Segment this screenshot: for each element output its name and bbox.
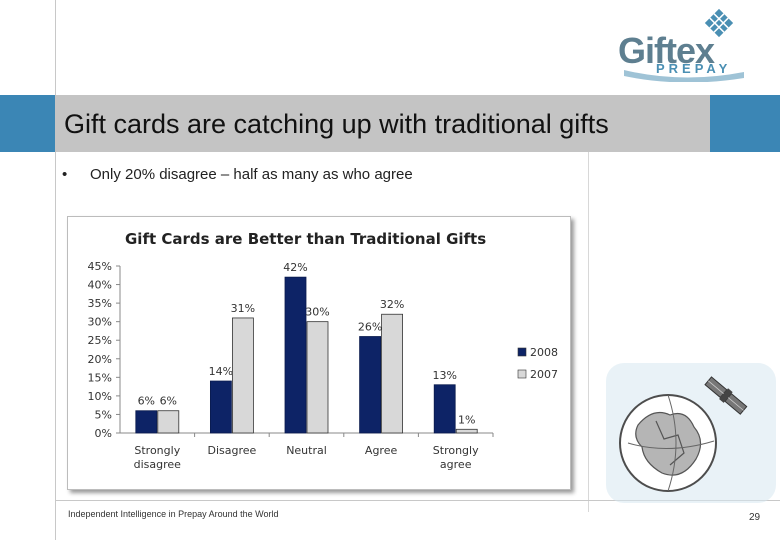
legend-swatch-2008 <box>517 347 527 357</box>
data-label: 1% <box>458 413 475 426</box>
bar-2007 <box>306 321 329 434</box>
x-tick-label: disagree <box>134 458 182 471</box>
x-tick-label: agree <box>440 458 472 471</box>
x-tick-label: Neutral <box>286 444 327 457</box>
slide-title: Gift cards are catching up with traditio… <box>64 109 609 139</box>
legend-label: 2007 <box>530 368 558 381</box>
bullet-text: Only 20% disagree – half as many as who … <box>90 166 413 183</box>
data-label: 42% <box>283 261 307 274</box>
bullet-icon: • <box>62 166 68 183</box>
bar-2008 <box>209 380 232 434</box>
logo-brand-text: Giftex <box>618 30 715 71</box>
bullet-point: • Only 20% disagree – half as many as who… <box>62 166 413 183</box>
logo-sub-text: PREPAY <box>656 61 732 76</box>
bar-2007 <box>231 317 254 434</box>
x-tick-label: Agree <box>365 444 398 457</box>
left-guide-line <box>55 0 56 540</box>
y-tick-label: 45% <box>88 260 112 273</box>
footer-text: Independent Intelligence in Prepay Aroun… <box>68 509 279 519</box>
y-tick-label: 35% <box>88 297 112 310</box>
bar-2008 <box>284 276 307 434</box>
y-tick-label: 5% <box>95 408 112 421</box>
legend-swatch-2007 <box>517 369 527 379</box>
data-label: 31% <box>231 302 255 315</box>
y-tick-label: 20% <box>88 353 112 366</box>
data-label: 30% <box>305 306 329 319</box>
chart-frame: Gift Cards are Better than Traditional G… <box>67 216 571 490</box>
bar-2007 <box>455 428 478 434</box>
logo-swoosh-icon <box>624 70 744 82</box>
giftex-logo: Giftex PREPAY <box>612 8 752 83</box>
y-tick-label: 0% <box>95 427 112 440</box>
bar-2007 <box>157 410 180 434</box>
title-bar: Gift cards are catching up with traditio… <box>55 95 780 152</box>
chart-title: Gift Cards are Better than Traditional G… <box>125 230 486 248</box>
bar-2008 <box>359 336 382 434</box>
title-accent-block <box>0 95 55 152</box>
x-tick-label: Disagree <box>208 444 257 457</box>
title-end-block <box>710 95 780 152</box>
data-label: 32% <box>380 298 404 311</box>
x-tick-label: Strongly <box>433 444 479 457</box>
data-label: 14% <box>209 365 233 378</box>
legend-label: 2008 <box>530 346 558 359</box>
data-label: 26% <box>358 321 382 334</box>
y-tick-label: 10% <box>88 390 112 403</box>
page-number: 29 <box>749 512 761 523</box>
right-guide-line <box>588 152 589 512</box>
footer-divider <box>55 500 780 501</box>
y-tick-label: 25% <box>88 334 112 347</box>
x-tick-label: Strongly <box>134 444 180 457</box>
data-label: 13% <box>432 369 456 382</box>
data-label: 6% <box>138 395 155 408</box>
bar-2008 <box>135 410 158 434</box>
bar-chart: Gift Cards are Better than Traditional G… <box>88 230 558 471</box>
globe-satellite-illustration <box>606 363 776 503</box>
bar-2007 <box>381 313 404 434</box>
y-tick-label: 15% <box>88 371 112 384</box>
y-tick-label: 30% <box>88 316 112 329</box>
data-label: 6% <box>160 395 177 408</box>
y-tick-label: 40% <box>88 279 112 292</box>
logo-mark-icon <box>704 8 734 38</box>
bar-2008 <box>433 384 456 434</box>
